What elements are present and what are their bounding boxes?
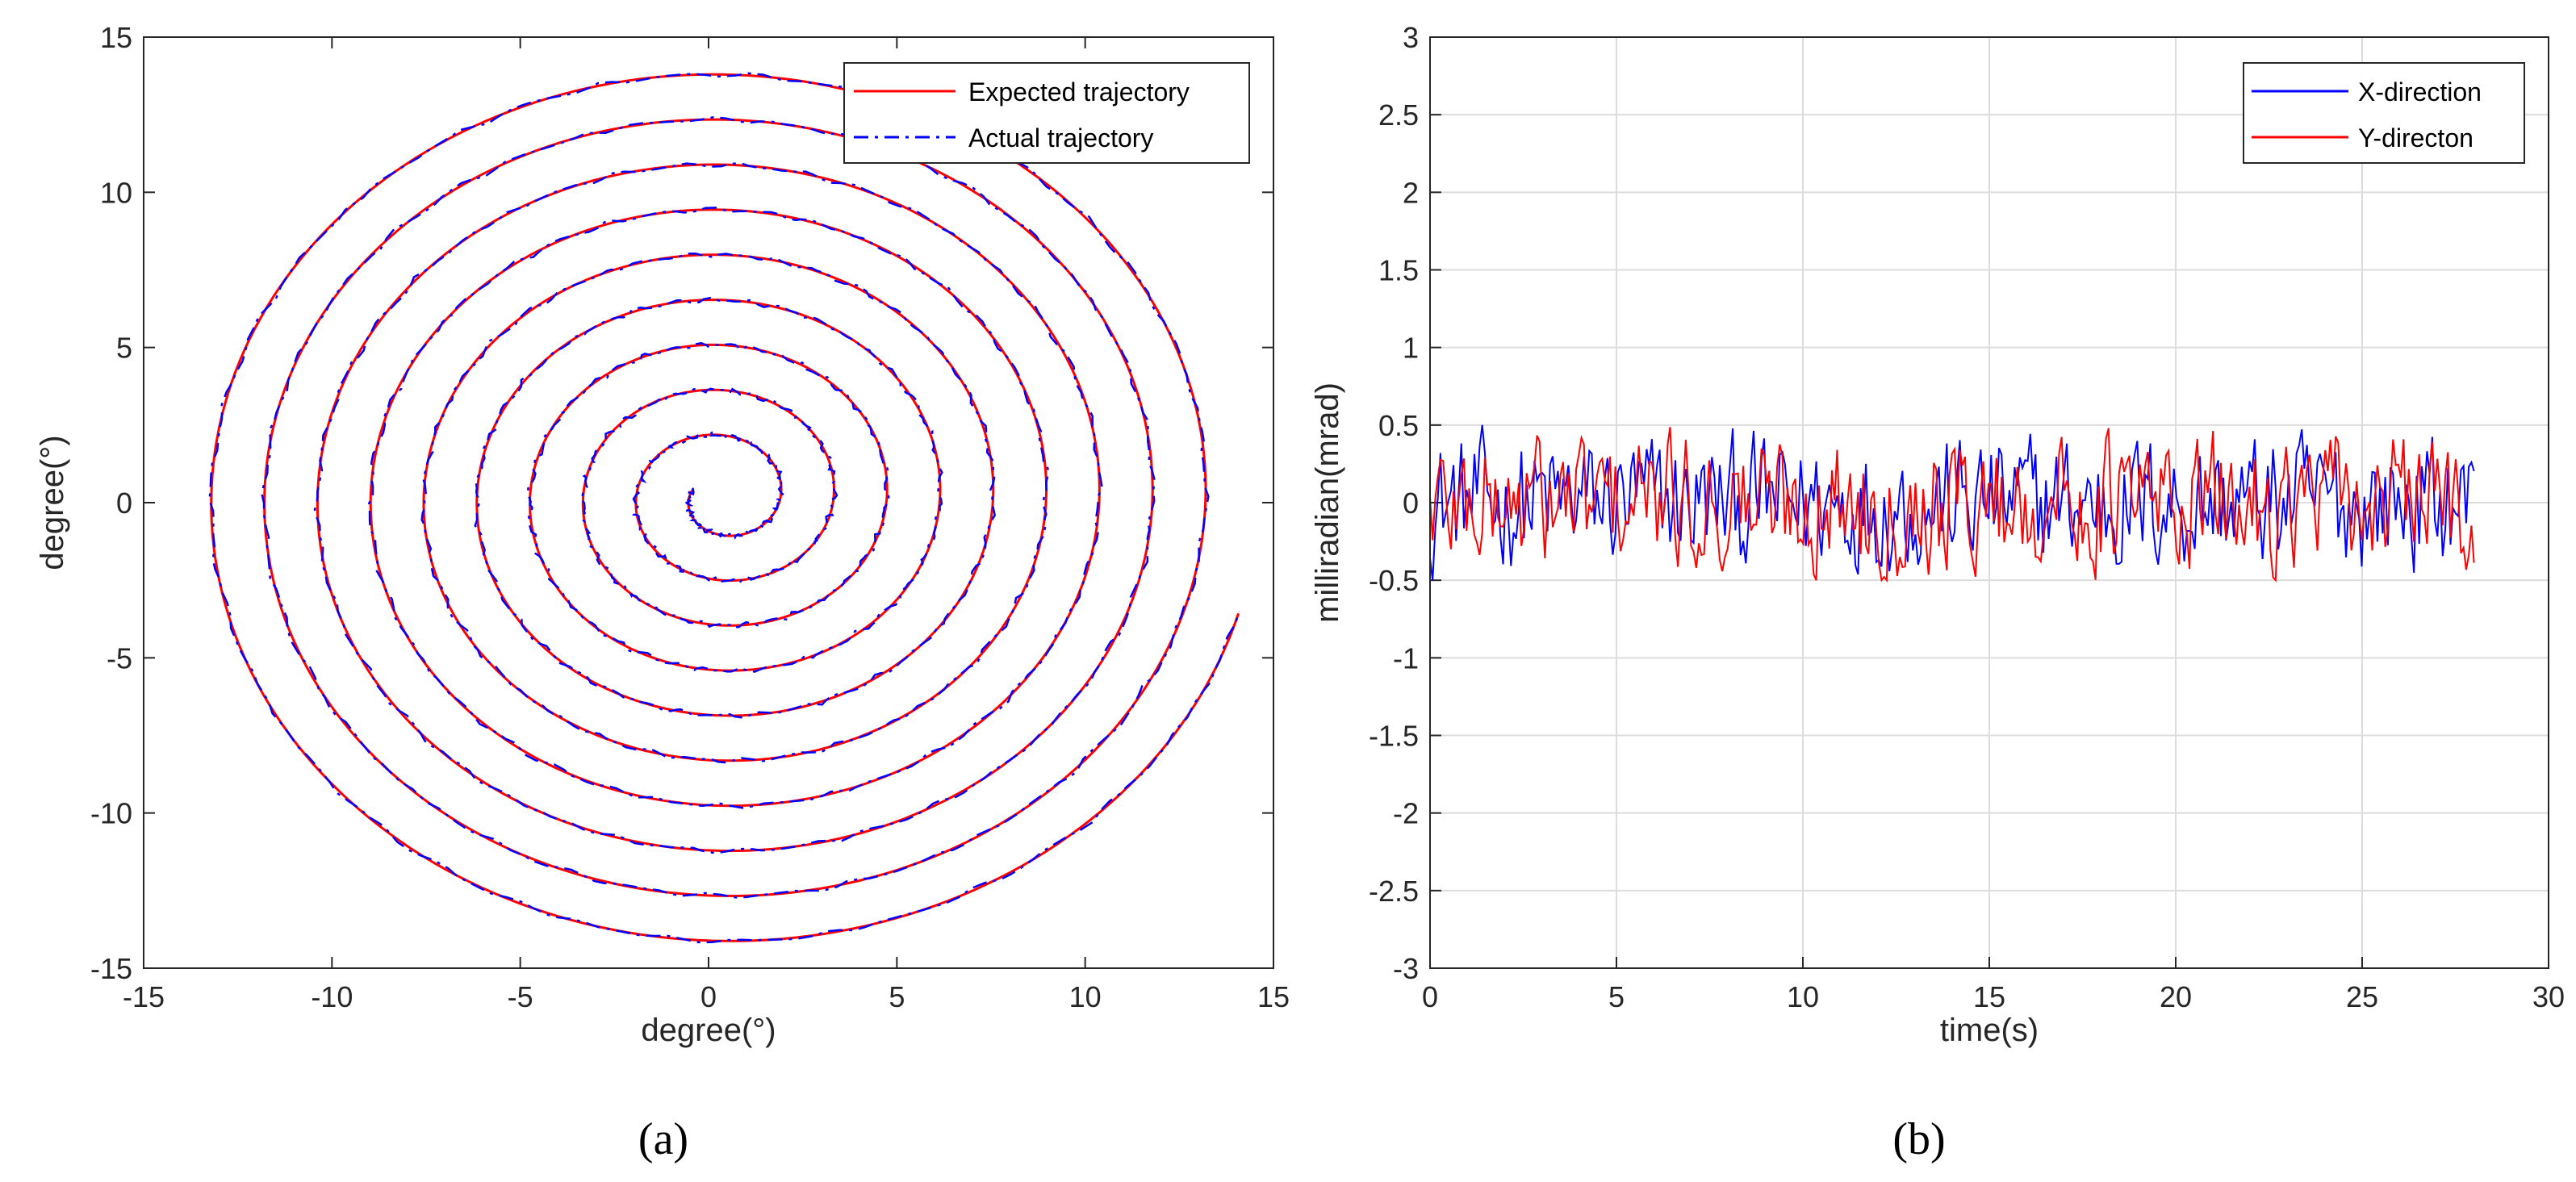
chart-b-x-axis-label: time(s) — [1940, 1013, 2039, 1048]
chart-b-x-tick-label: 10 — [1787, 980, 1819, 1013]
chart-b-y-tick-label: -3 — [1393, 952, 1419, 985]
chart-b-x-tick-label: 0 — [1422, 980, 1438, 1013]
chart-a-series-actual-trajectory — [208, 72, 1240, 944]
chart-b-y-tick-label: -0.5 — [1369, 564, 1419, 597]
chart-b-y-tick-label: 2 — [1403, 176, 1419, 209]
chart-a-legend-label-actual: Actual trajectory — [968, 123, 1153, 152]
chart-b-series-group — [1429, 424, 2475, 583]
chart-b-series-x-direction — [1429, 424, 2475, 581]
chart-b-x-tick-label: 5 — [1608, 980, 1625, 1013]
chart-b-y-ticks: -3 -2.5 -2 -1.5 -1 -0.5 0 0.5 1 1.5 2 2.5 3 — [1369, 21, 1441, 985]
chart-b-series-y-directon — [1429, 427, 2475, 583]
chart-b-axes-box — [1429, 36, 2549, 969]
chart-a-x-tick-label: 5 — [889, 980, 905, 1013]
chart-a-series-group — [208, 72, 1240, 944]
chart-b-y-tick-label: -1 — [1393, 641, 1419, 675]
chart-b-y-tick-label: 0.5 — [1378, 409, 1419, 442]
chart-b-x-tick-label: 15 — [1973, 980, 2005, 1013]
chart-b-x-ticks: 0 5 10 15 20 25 30 — [1422, 957, 2565, 1013]
chart-a-plot-area — [144, 37, 1273, 968]
chart-a-x-tick-label: 0 — [700, 980, 717, 1013]
chart-a-y-tick-label: 15 — [100, 21, 132, 54]
chart-a-legend: Expected trajectory Actual trajectory — [843, 62, 1250, 164]
chart-a-legend-label-expected: Expected trajectory — [968, 77, 1190, 107]
chart-b: 0 5 10 15 20 25 30 -3 -2.5 -2 -1.5 -1 -0.5 0 0.5 1 1.5 2… — [1310, 21, 2565, 1164]
chart-b-x-tick-label: 25 — [2346, 980, 2378, 1013]
chart-b-legend-label-x: X-direction — [2358, 77, 2482, 107]
chart-a-x-tick-label: 10 — [1069, 980, 1102, 1013]
chart-b-x-tick-label: 20 — [2160, 980, 2192, 1013]
chart-a-legend-box — [843, 62, 1250, 164]
chart-b-y-tick-label: 1 — [1403, 332, 1419, 365]
chart-b-y-tick-label: 3 — [1403, 21, 1419, 54]
chart-a-y-tick-label: -10 — [90, 797, 132, 830]
chart-b-legend-box — [2243, 62, 2525, 164]
chart-b-panel-label: (b) — [1892, 1114, 1945, 1164]
chart-a-x-tick-label: -10 — [311, 980, 353, 1013]
chart-a-axes-box — [143, 36, 1274, 969]
chart-b-y-tick-label: -2 — [1393, 797, 1419, 830]
chart-a-y-axis-label: degree(°) — [35, 435, 70, 570]
chart-b-x-tick-label: 30 — [2532, 980, 2565, 1013]
chart-a-x-ticks: -15 -10 -5 0 5 10 15 — [123, 37, 1290, 1013]
chart-a-y-tick-label: -15 — [90, 952, 132, 985]
chart-a-panel-label: (a) — [638, 1114, 688, 1164]
chart-b-y-tick-label: 1.5 — [1378, 254, 1419, 287]
chart-a-y-tick-label: 10 — [100, 176, 132, 209]
chart-a-x-tick-label: -15 — [123, 980, 165, 1013]
chart-a-x-tick-label: 15 — [1257, 980, 1290, 1013]
chart-b-y-tick-label: 0 — [1403, 487, 1419, 520]
chart-b-y-tick-label: 2.5 — [1378, 98, 1419, 132]
chart-a-y-tick-label: 0 — [116, 487, 132, 520]
chart-b-legend-label-y: Y-directon — [2358, 123, 2474, 152]
chart-a-x-axis-label: degree(°) — [641, 1013, 776, 1048]
chart-b-legend: X-direction Y-directon — [2243, 62, 2525, 164]
chart-a-y-tick-label: 5 — [116, 332, 132, 365]
chart-b-y-axis-label: milliradian(mrad) — [1310, 382, 1345, 623]
chart-b-y-tick-label: -2.5 — [1369, 875, 1419, 908]
chart-a-x-tick-label: -5 — [508, 980, 533, 1013]
chart-b-y-tick-label: -1.5 — [1369, 720, 1419, 753]
chart-a-y-tick-label: -5 — [107, 641, 132, 675]
chart-a-y-ticks: -15 -10 -5 0 5 10 15 — [90, 21, 1273, 985]
